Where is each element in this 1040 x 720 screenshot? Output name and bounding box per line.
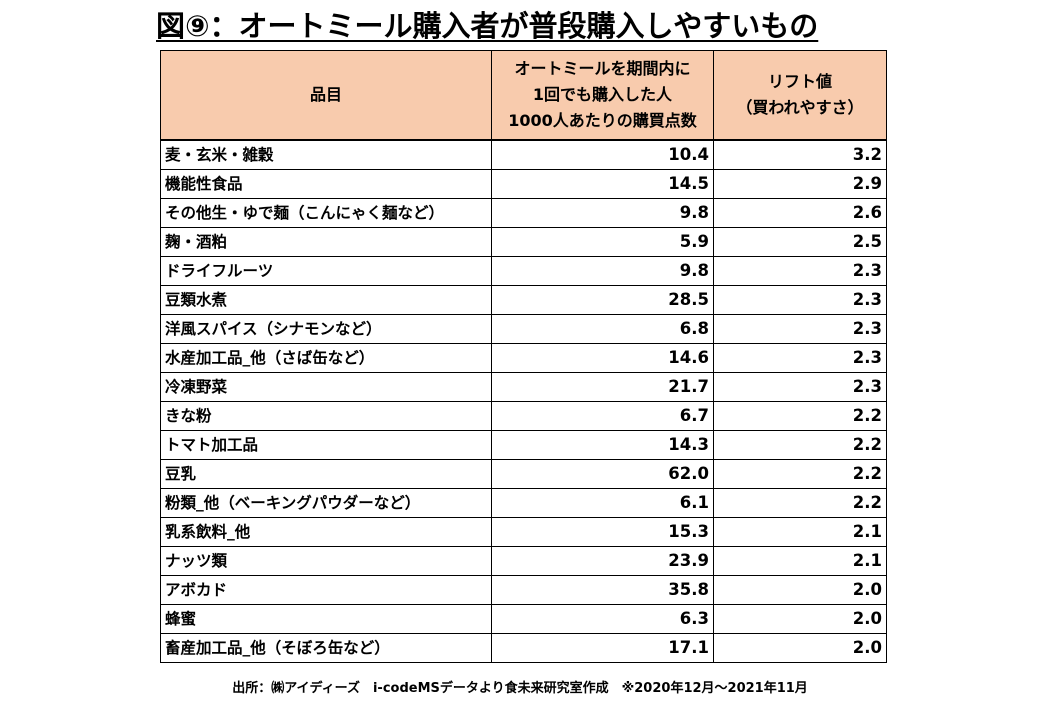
item-cell: 麦・玄米・雑穀 bbox=[160, 139, 492, 170]
points-cell: 14.6 bbox=[491, 343, 714, 373]
points-cell: 6.7 bbox=[491, 401, 714, 431]
header-points-line1: オートミールを期間内に bbox=[514, 59, 691, 78]
header-row: 品目 オートミールを期間内に 1回でも購入した人 1000人あたりの購買点数 リ… bbox=[160, 50, 887, 141]
item-cell: 粉類_他（ベーキングパウダーなど） bbox=[160, 488, 492, 518]
item-cell: 豆類水煮 bbox=[160, 285, 492, 315]
table-body: 麦・玄米・雑穀 10.4 3.2 機能性食品 14.5 2.9 その他生・ゆで麺（こんにゃく… bbox=[160, 139, 887, 663]
item-cell: 冷凍野菜 bbox=[160, 372, 492, 402]
table-row: 畜産加工品_他（そぼろ缶など） 17.1 2.0 bbox=[160, 633, 887, 663]
points-cell: 35.8 bbox=[491, 575, 714, 605]
table-row: ナッツ類 23.9 2.1 bbox=[160, 546, 887, 576]
table-row: アボカド 35.8 2.0 bbox=[160, 575, 887, 605]
table-row: 水産加工品_他（さば缶など） 14.6 2.3 bbox=[160, 343, 887, 373]
points-cell: 6.8 bbox=[491, 314, 714, 344]
header-points-line3: 1000人あたりの購買点数 bbox=[508, 111, 697, 130]
header-points: オートミールを期間内に 1回でも購入した人 1000人あたりの購買点数 bbox=[491, 50, 714, 141]
points-cell: 6.1 bbox=[491, 488, 714, 518]
header-points-line2: 1回でも購入した人 bbox=[532, 85, 673, 104]
points-cell: 5.9 bbox=[491, 227, 714, 257]
header-lift-line1: リフト値 bbox=[767, 72, 832, 91]
lift-cell: 2.3 bbox=[713, 343, 887, 373]
item-cell: 蜂蜜 bbox=[160, 604, 492, 634]
table-row: 麦・玄米・雑穀 10.4 3.2 bbox=[160, 139, 887, 170]
header-item: 品目 bbox=[160, 50, 492, 141]
table-row: トマト加工品 14.3 2.2 bbox=[160, 430, 887, 460]
header-lift: リフト値 （買われやすさ） bbox=[713, 50, 887, 141]
item-cell: ナッツ類 bbox=[160, 546, 492, 576]
lift-cell: 2.3 bbox=[713, 372, 887, 402]
item-cell: 麹・酒粕 bbox=[160, 227, 492, 257]
item-cell: 畜産加工品_他（そぼろ缶など） bbox=[160, 633, 492, 663]
item-cell: 洋風スパイス（シナモンなど） bbox=[160, 314, 492, 344]
table-row: 洋風スパイス（シナモンなど） 6.8 2.3 bbox=[160, 314, 887, 344]
points-cell: 10.4 bbox=[491, 139, 714, 170]
points-cell: 15.3 bbox=[491, 517, 714, 547]
lift-cell: 2.3 bbox=[713, 285, 887, 315]
points-cell: 9.8 bbox=[491, 256, 714, 286]
lift-cell: 2.2 bbox=[713, 488, 887, 518]
lift-cell: 2.2 bbox=[713, 401, 887, 431]
table-row: 豆類水煮 28.5 2.3 bbox=[160, 285, 887, 315]
item-cell: きな粉 bbox=[160, 401, 492, 431]
chart-title: 図⑨：オートミール購入者が普段購入しやすいもの bbox=[156, 9, 819, 43]
header-item-label: 品目 bbox=[309, 85, 342, 104]
points-cell: 17.1 bbox=[491, 633, 714, 663]
points-cell: 23.9 bbox=[491, 546, 714, 576]
lift-cell: 2.1 bbox=[713, 517, 887, 547]
points-cell: 21.7 bbox=[491, 372, 714, 402]
data-table: 品目 オートミールを期間内に 1回でも購入した人 1000人あたりの購買点数 リ… bbox=[160, 50, 887, 663]
table-row: 豆乳 62.0 2.2 bbox=[160, 459, 887, 489]
points-cell: 6.3 bbox=[491, 604, 714, 634]
item-cell: 水産加工品_他（さば缶など） bbox=[160, 343, 492, 373]
table-row: きな粉 6.7 2.2 bbox=[160, 401, 887, 431]
lift-cell: 2.0 bbox=[713, 633, 887, 663]
header-lift-line2: （買われやすさ） bbox=[736, 98, 864, 117]
points-cell: 14.5 bbox=[491, 169, 714, 199]
table-row: 麹・酒粕 5.9 2.5 bbox=[160, 227, 887, 257]
lift-cell: 2.2 bbox=[713, 459, 887, 489]
source-note: 出所：㈱アイディーズ i-codeMSデータより食未来研究室作成 ※2020年1… bbox=[232, 681, 808, 696]
item-cell: 豆乳 bbox=[160, 459, 492, 489]
table-row: 乳系飲料_他 15.3 2.1 bbox=[160, 517, 887, 547]
table-row: 粉類_他（ベーキングパウダーなど） 6.1 2.2 bbox=[160, 488, 887, 518]
table-row: ドライフルーツ 9.8 2.3 bbox=[160, 256, 887, 286]
table-row: その他生・ゆで麺（こんにゃく麺など） 9.8 2.6 bbox=[160, 198, 887, 228]
item-cell: ドライフルーツ bbox=[160, 256, 492, 286]
lift-cell: 2.3 bbox=[713, 314, 887, 344]
lift-cell: 2.9 bbox=[713, 169, 887, 199]
lift-cell: 2.0 bbox=[713, 604, 887, 634]
lift-cell: 2.0 bbox=[713, 575, 887, 605]
item-cell: 機能性食品 bbox=[160, 169, 492, 199]
points-cell: 9.8 bbox=[491, 198, 714, 228]
item-cell: トマト加工品 bbox=[160, 430, 492, 460]
table-row: 蜂蜜 6.3 2.0 bbox=[160, 604, 887, 634]
lift-cell: 2.3 bbox=[713, 256, 887, 286]
item-cell: 乳系飲料_他 bbox=[160, 517, 492, 547]
table-row: 冷凍野菜 21.7 2.3 bbox=[160, 372, 887, 402]
lift-cell: 3.2 bbox=[713, 139, 887, 170]
item-cell: アボカド bbox=[160, 575, 492, 605]
lift-cell: 2.5 bbox=[713, 227, 887, 257]
points-cell: 62.0 bbox=[491, 459, 714, 489]
lift-cell: 2.1 bbox=[713, 546, 887, 576]
points-cell: 28.5 bbox=[491, 285, 714, 315]
item-cell: その他生・ゆで麺（こんにゃく麺など） bbox=[160, 198, 492, 228]
lift-cell: 2.6 bbox=[713, 198, 887, 228]
points-cell: 14.3 bbox=[491, 430, 714, 460]
table-row: 機能性食品 14.5 2.9 bbox=[160, 169, 887, 199]
lift-cell: 2.2 bbox=[713, 430, 887, 460]
